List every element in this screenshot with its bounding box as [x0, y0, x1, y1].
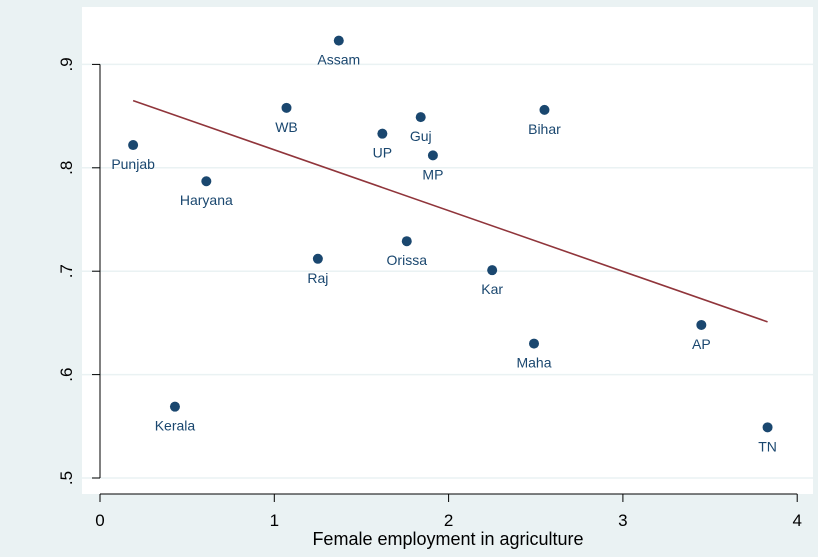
grid-lines	[82, 63, 813, 479]
y-tick-label: .7	[57, 264, 76, 278]
data-point	[415, 112, 426, 123]
x-axis-title: Female employment in agriculture	[312, 529, 583, 549]
data-point	[529, 338, 540, 349]
data-point	[333, 35, 344, 46]
x-axis-ticks: 0 1 2 3 4	[95, 494, 802, 530]
data-point	[128, 140, 139, 151]
data-point-label: Kar	[481, 281, 503, 297]
data-point-label: Bihar	[528, 121, 561, 137]
data-point	[427, 150, 438, 161]
x-tick-label: 0	[95, 511, 104, 530]
data-point-label: UP	[373, 145, 392, 161]
x-tick-label: 4	[792, 511, 801, 530]
data-point-label: Kerala	[155, 418, 196, 434]
data-point-label: Haryana	[180, 192, 233, 208]
data-point-label: TN	[758, 438, 777, 454]
data-point	[312, 253, 323, 264]
data-point	[696, 319, 707, 330]
data-point	[539, 104, 550, 115]
data-point-label: AP	[692, 336, 711, 352]
y-tick-label: .6	[57, 368, 76, 382]
plot-area	[82, 7, 813, 494]
data-point-label: Orissa	[387, 252, 428, 268]
data-point	[201, 176, 212, 187]
fitted-regression-line	[132, 99, 768, 323]
y-axis-ticks: .5 .6 .7 .8 .9	[57, 57, 100, 485]
data-point-label: Guj	[410, 128, 432, 144]
data-point	[401, 236, 412, 247]
data-point-label: Raj	[307, 270, 328, 286]
data-point-label: Maha	[516, 355, 551, 371]
data-point	[762, 422, 773, 433]
data-point	[487, 265, 498, 276]
y-tick-label: .5	[57, 471, 76, 485]
data-point	[377, 128, 388, 139]
data-point-label: WB	[275, 119, 298, 135]
x-tick-label: 1	[270, 511, 279, 530]
data-point-label: Punjab	[111, 156, 155, 172]
x-tick-label: 2	[444, 511, 453, 530]
y-tick-label: .8	[57, 161, 76, 175]
x-tick-label: 3	[618, 511, 627, 530]
data-point-label: Assam	[317, 52, 360, 68]
data-point-label: MP	[422, 166, 443, 182]
data-point	[169, 401, 180, 412]
data-points: Assam WB Guj Bihar UP Punjab MP Haryana Orissa Ra…	[111, 35, 777, 454]
y-tick-label: .9	[57, 57, 76, 71]
data-point	[281, 102, 292, 113]
